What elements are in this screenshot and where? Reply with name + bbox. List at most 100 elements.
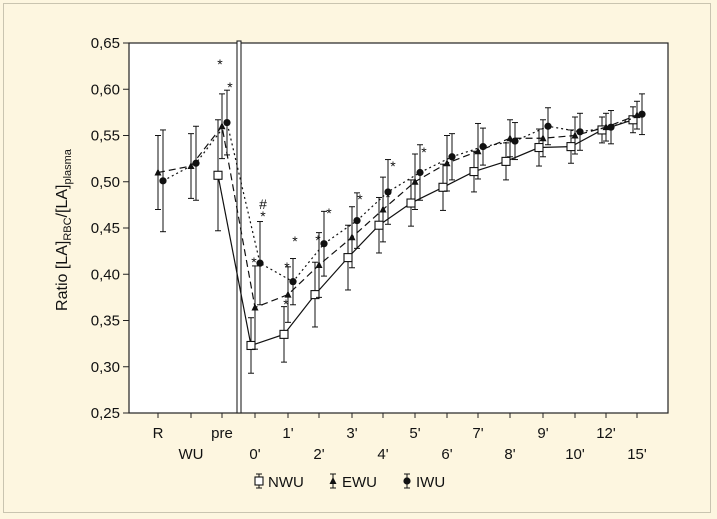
data-point xyxy=(218,122,226,130)
y-axis-label: Ratio [LA]RBC/[LA]plasma xyxy=(54,148,74,311)
x-tick-label: 10' xyxy=(565,446,585,463)
data-point xyxy=(353,217,361,225)
legend-label: EWU xyxy=(342,474,377,491)
y-tick-label: 0,25 xyxy=(91,405,120,422)
x-tick-label: 3' xyxy=(346,425,357,442)
data-point xyxy=(607,123,615,131)
significance-marker: * xyxy=(251,254,257,270)
data-point xyxy=(566,142,576,152)
x-tick-label: 15' xyxy=(627,446,647,463)
y-tick-label: 0,35 xyxy=(91,313,120,330)
significance-marker: * xyxy=(217,56,223,72)
line-chart: 0,25 0,30 0,35 0,40 0,45 0,50 0,55 0,60 0,65 R pre… xyxy=(54,35,669,491)
data-point xyxy=(438,182,448,192)
data-point xyxy=(192,159,200,167)
legend-item-ewu: EWU xyxy=(329,473,377,491)
data-point xyxy=(379,205,387,213)
data-point xyxy=(571,131,579,139)
legend-marker xyxy=(403,477,411,485)
significance-marker: * xyxy=(284,259,290,275)
data-point xyxy=(469,167,479,177)
significance-marker: # xyxy=(259,196,267,212)
x-tick-label: 5' xyxy=(409,425,420,442)
data-point xyxy=(213,170,223,180)
data-point xyxy=(534,142,544,153)
y-tick-label: 0,45 xyxy=(91,220,120,237)
axis-break-bar xyxy=(236,40,242,414)
significance-marker: * xyxy=(315,232,321,248)
significance-marker: * xyxy=(283,296,289,312)
data-point xyxy=(343,253,353,263)
x-tick-label: 0' xyxy=(249,446,260,463)
axes: 0,25 0,30 0,35 0,40 0,45 0,50 0,55 0,60 0,65 R pre… xyxy=(54,35,669,463)
x-tick-label: R xyxy=(153,425,164,442)
data-point xyxy=(348,233,356,241)
x-tick-label: 2' xyxy=(313,446,324,463)
data-point xyxy=(479,143,487,151)
x-tick-label: 6' xyxy=(441,446,452,463)
data-point xyxy=(474,147,482,155)
legend-marker xyxy=(254,476,264,486)
significance-marker: * xyxy=(390,158,396,174)
data-point xyxy=(159,177,167,185)
data-point xyxy=(246,340,256,351)
series-line-nwu xyxy=(217,119,634,347)
legend-label: NWU xyxy=(268,474,304,491)
data-point xyxy=(315,261,323,268)
data-point xyxy=(539,134,547,142)
y-tick-label: 0,50 xyxy=(91,174,120,191)
data-point xyxy=(320,240,328,248)
y-tick-label: 0,30 xyxy=(91,359,120,376)
data-point xyxy=(289,278,297,286)
series-iwu xyxy=(159,89,646,306)
significance-marker: * xyxy=(227,79,233,95)
significance-marker: * xyxy=(421,144,427,160)
x-tick-label: pre xyxy=(211,425,233,442)
data-point xyxy=(633,111,641,119)
data-point xyxy=(544,122,552,130)
data-point xyxy=(406,198,416,208)
significance-marker: * xyxy=(385,189,391,205)
y-tick-label: 0,65 xyxy=(91,35,120,52)
data-point xyxy=(576,128,584,136)
data-point xyxy=(284,290,292,298)
x-tick-label: 12' xyxy=(596,425,616,442)
legend: NWU EWU IWU xyxy=(254,473,445,491)
data-point xyxy=(448,153,456,161)
data-point xyxy=(223,118,231,127)
series-nwu xyxy=(213,106,638,374)
x-tick-label: 1' xyxy=(282,425,293,442)
y-tick-label: 0,60 xyxy=(91,81,120,98)
series-line-ewu xyxy=(157,114,638,309)
legend-item-nwu: NWU xyxy=(254,473,304,491)
x-tick-label: 4' xyxy=(377,446,388,463)
data-point xyxy=(501,156,511,166)
legend-label: IWU xyxy=(416,474,445,491)
plot-area xyxy=(129,43,668,413)
x-tick-label: WU xyxy=(179,446,204,463)
data-point xyxy=(511,137,519,145)
significance-marker: * xyxy=(260,208,266,224)
y-tick-label: 0,40 xyxy=(91,266,120,283)
data-point xyxy=(416,168,424,177)
significance-marker: * xyxy=(326,205,332,221)
legend-marker xyxy=(329,477,337,484)
series-ewu xyxy=(154,93,641,350)
x-tick-label: 7' xyxy=(472,425,483,442)
data-point xyxy=(154,168,162,176)
data-point xyxy=(384,188,392,196)
data-point xyxy=(374,220,384,230)
x-tick-label: 8' xyxy=(504,446,515,463)
data-point xyxy=(638,110,646,118)
significance-marker: * xyxy=(357,191,363,207)
data-point xyxy=(279,329,289,339)
series-line-iwu xyxy=(162,113,643,283)
y-tick-label: 0,55 xyxy=(91,128,120,145)
series-layer xyxy=(154,89,646,374)
data-point xyxy=(411,177,419,185)
x-tick-label: 9' xyxy=(537,425,548,442)
data-point xyxy=(443,159,451,167)
data-point xyxy=(251,303,259,311)
legend-item-iwu: IWU xyxy=(403,473,445,491)
